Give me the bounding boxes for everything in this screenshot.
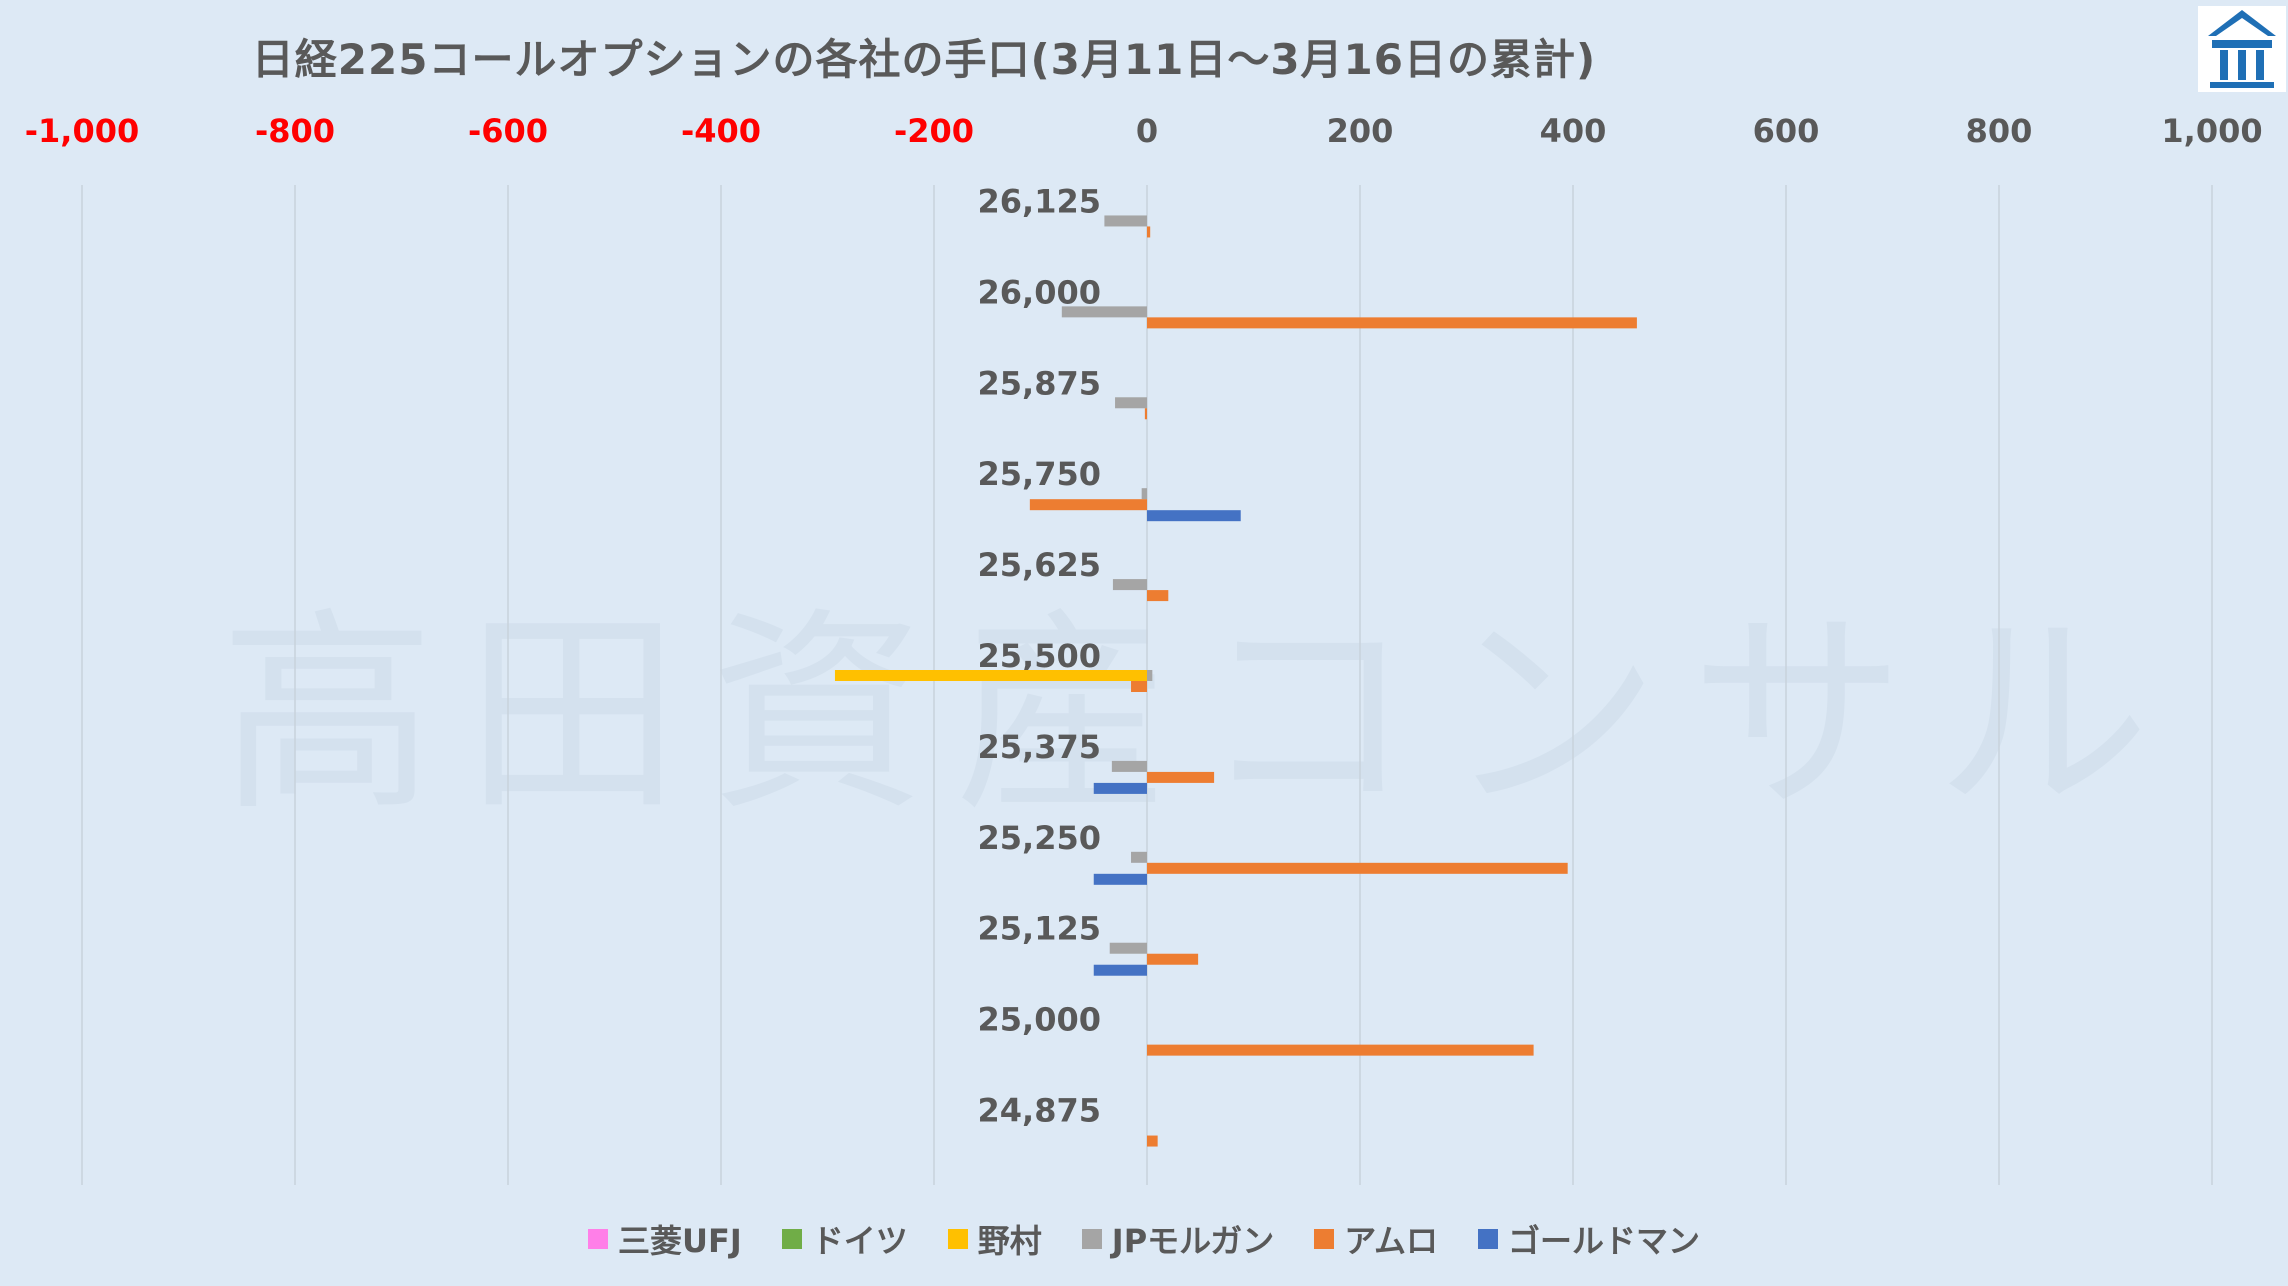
bar <box>1111 760 1147 772</box>
x-tick-label: 800 <box>1966 112 2033 150</box>
bar <box>1141 488 1147 500</box>
x-tick-label: -200 <box>894 112 974 150</box>
bar <box>1104 215 1147 227</box>
bar <box>1147 670 1153 681</box>
chart-title: 日経225コールオプションの各社の手口(3月11日～3月16日の累計) <box>0 26 2288 87</box>
bar <box>1147 510 1241 522</box>
bar <box>1131 851 1147 863</box>
legend-item: アムロ <box>1314 1216 1438 1262</box>
legend-label: ドイツ <box>811 1222 908 1260</box>
bar <box>1147 862 1568 874</box>
x-tick-label: -800 <box>255 112 335 150</box>
bar <box>1144 408 1147 420</box>
legend-swatch <box>588 1229 608 1249</box>
bar <box>1109 942 1147 954</box>
legend-swatch <box>781 1229 802 1249</box>
category-label: 25,250 <box>978 819 1101 857</box>
logo-icon <box>2198 6 2286 92</box>
bar <box>1147 1044 1534 1056</box>
bar <box>1093 964 1147 976</box>
bar <box>1115 397 1147 409</box>
legend-item: JPモルガン <box>1081 1216 1275 1262</box>
legend-label: 野村 <box>977 1222 1042 1260</box>
category-label: 24,875 <box>978 1092 1101 1130</box>
bar <box>1147 317 1637 329</box>
category-label: 26,000 <box>978 273 1101 311</box>
category-label: 25,875 <box>978 364 1101 402</box>
category-label: 26,125 <box>978 182 1101 220</box>
legend-label: ゴールドマン <box>1507 1222 1700 1260</box>
category-label: 25,625 <box>978 546 1101 584</box>
watermark: 高田資産コンサル <box>220 589 2180 840</box>
legend-item: 野村 <box>947 1216 1042 1262</box>
legend-swatch <box>1081 1229 1102 1249</box>
chart-legend: 三菱UFJ ドイツ 野村 JPモルガン アムロ ゴールドマン <box>0 1216 2288 1262</box>
category-label: 25,125 <box>978 910 1101 948</box>
legend-swatch <box>1477 1229 1498 1249</box>
bar <box>1029 499 1147 511</box>
bar <box>1131 681 1147 692</box>
legend-swatch <box>1314 1229 1335 1249</box>
x-tick-label: 0 <box>1136 112 1158 150</box>
category-label: 25,750 <box>978 455 1101 493</box>
chart-title-text: 日経225コールオプションの各社の手口(3月11日～3月16日の累計) <box>251 35 1597 84</box>
bar <box>1147 226 1151 238</box>
legend-item: 三菱UFJ <box>588 1216 742 1262</box>
legend-label: アムロ <box>1344 1222 1438 1260</box>
bar <box>1147 1135 1158 1147</box>
legend-label: JPモルガン <box>1111 1222 1275 1260</box>
bar <box>1147 953 1199 965</box>
x-tick-label: -400 <box>681 112 761 150</box>
legend-label: 三菱UFJ <box>618 1222 742 1260</box>
x-tick-label: 200 <box>1327 112 1394 150</box>
bar <box>1093 782 1147 794</box>
category-label: 25,375 <box>978 728 1101 766</box>
legend-item: ゴールドマン <box>1477 1216 1700 1262</box>
legend-swatch <box>947 1229 968 1249</box>
bar <box>1147 771 1215 783</box>
bar <box>1147 590 1169 602</box>
bar <box>834 670 1147 681</box>
category-label: 25,500 <box>978 637 1101 675</box>
x-tick-label: 1,000 <box>2161 112 2262 150</box>
bar <box>1061 306 1147 318</box>
category-label: 25,000 <box>978 1001 1101 1039</box>
x-tick-label: 400 <box>1540 112 1607 150</box>
x-tick-label: -1,000 <box>25 112 140 150</box>
bar <box>1093 873 1147 885</box>
bar <box>1112 579 1147 591</box>
legend-item: ドイツ <box>781 1216 908 1262</box>
x-tick-label: 600 <box>1753 112 1820 150</box>
x-tick-label: -600 <box>468 112 548 150</box>
